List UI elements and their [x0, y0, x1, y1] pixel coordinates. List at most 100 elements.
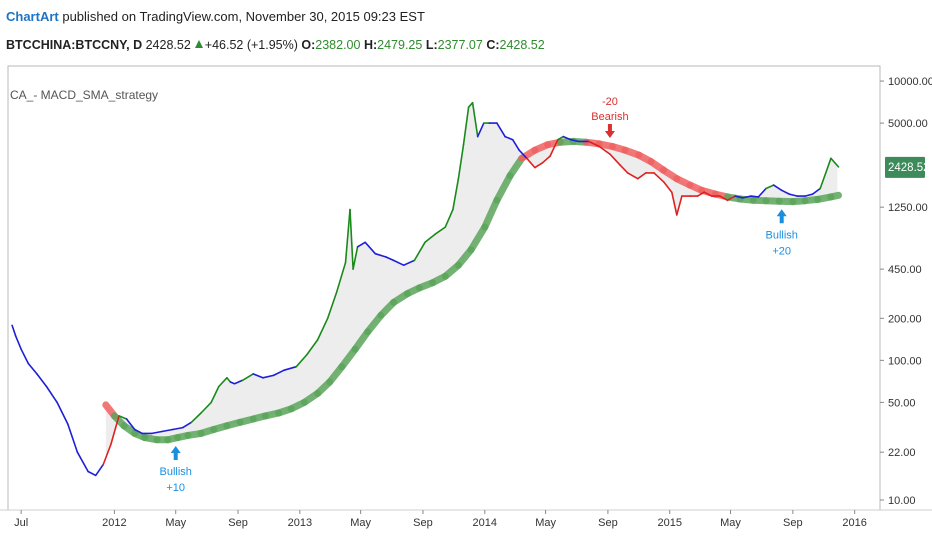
high-value: 2479.25: [377, 38, 423, 52]
plot-frame: [0, 65, 932, 511]
bullish-signal: Bullish +20: [766, 209, 798, 257]
price-segment: [20, 348, 30, 365]
y-tick-label: 50.00: [888, 397, 916, 409]
bearish-signal: Bearish -20: [591, 96, 629, 138]
price-segment: [525, 157, 536, 169]
price-segment: [102, 443, 112, 466]
price-segment: [549, 138, 559, 157]
y-axis[interactable]: 10000.00 5000.00 1250.00 450.00 200.00 100.00…: [880, 76, 932, 507]
price-segment: [734, 195, 744, 199]
price-segment: [462, 106, 470, 146]
price-segment: [534, 162, 544, 169]
price-layer: [11, 101, 840, 477]
price-segment: [133, 428, 144, 435]
price-segment: [76, 451, 89, 473]
price-segment: [830, 157, 840, 168]
price-segment: [562, 135, 572, 141]
price-segment: [94, 463, 105, 477]
low-value: 2377.07: [437, 38, 483, 52]
price-segment: [344, 208, 351, 264]
sma-segment: [467, 223, 489, 254]
price-segment: [182, 421, 193, 429]
price-segment: [726, 195, 736, 202]
x-tick-label: May: [165, 517, 186, 529]
x-tick-label: 2014: [473, 517, 497, 529]
price-segment: [45, 385, 58, 404]
up-arrow-icon: [194, 40, 203, 48]
price-segment: [392, 259, 405, 267]
sma-segment: [364, 311, 385, 336]
price-segment: [444, 208, 454, 228]
publish-info: ChartArt published on TradingView.com, N…: [6, 9, 425, 24]
plot-border: [7, 65, 881, 511]
x-tick-label: Jul: [14, 517, 28, 529]
signal-label: Bullish: [160, 466, 192, 478]
price-segment: [804, 193, 814, 197]
x-tick-label: Sep: [783, 517, 803, 529]
publish-text: published on TradingView.com, November 3…: [58, 9, 425, 24]
x-tick-label: Sep: [598, 517, 618, 529]
price-segment: [749, 195, 760, 198]
price-segment: [811, 187, 822, 195]
price-segment: [765, 184, 775, 190]
arrow-up-icon: [170, 445, 181, 460]
price-segment: [609, 153, 621, 166]
price-segment: [518, 149, 528, 160]
price-segment: [272, 369, 285, 377]
open-value: 2382.00: [315, 38, 361, 52]
x-tick-label: 2015: [657, 517, 681, 529]
y-tick-label: 1250.00: [888, 202, 928, 214]
x-tick-label: 2016: [842, 517, 866, 529]
price-segment: [241, 373, 254, 382]
x-axis[interactable]: Jul 2012 May Sep 2013 May Sep 2014 May Sep 2015 May…: [14, 510, 867, 529]
price-segment: [27, 362, 38, 375]
price-segment: [788, 193, 799, 197]
arrow-down-icon: [604, 123, 615, 138]
price-segment: [570, 138, 580, 143]
price-segment: [653, 172, 665, 183]
price-segment: [161, 428, 174, 433]
y-tick-label: 200.00: [888, 313, 922, 325]
price-segment: [262, 374, 275, 379]
annotation-layer: Bullish +10 Bearish -20 Bullish +20: [160, 96, 798, 494]
symbol-info: BTCCHINA:BTCCNY, D 2428.52 +46.52 (+1.95%…: [6, 38, 545, 52]
x-tick-label: 2013: [288, 517, 312, 529]
price-segment: [233, 379, 244, 385]
price-segment: [226, 376, 232, 383]
arrow-up-icon: [776, 209, 787, 224]
price-segment: [696, 191, 706, 197]
sma-segment: [338, 345, 359, 371]
price-segment: [780, 189, 791, 195]
price-segment: [87, 470, 97, 477]
price-segment: [741, 195, 752, 199]
bullish-signal: Bullish +10: [160, 445, 192, 494]
price-segment: [67, 423, 79, 454]
price-segment: [424, 233, 436, 244]
price-segment: [364, 241, 377, 255]
price-segment: [541, 155, 551, 164]
price-segment: [56, 401, 69, 425]
price-segment: [385, 256, 395, 262]
macd-area-fill: [105, 102, 838, 458]
y-tick-label: 10.00: [888, 495, 916, 507]
price-segment: [200, 401, 212, 414]
price-segment: [452, 177, 460, 211]
price-segment: [757, 187, 767, 198]
sma-segment: [827, 191, 842, 201]
price-segment: [171, 426, 184, 431]
x-tick-label: May: [535, 517, 556, 529]
price-segment: [819, 172, 827, 190]
x-tick-label: May: [720, 517, 741, 529]
price-segment: [374, 252, 387, 258]
author-link[interactable]: ChartArt: [6, 9, 59, 24]
close-value: 2428.52: [499, 38, 545, 52]
price-segment: [295, 353, 308, 368]
price-segment: [719, 195, 729, 202]
sma-segment: [493, 172, 514, 204]
open-label: O:: [301, 38, 316, 52]
symbol-name: BTCCHINA:BTCCNY, D: [6, 38, 143, 52]
price-segment: [471, 101, 479, 138]
signal-value: +20: [772, 245, 791, 257]
signal-value: -20: [602, 96, 618, 108]
